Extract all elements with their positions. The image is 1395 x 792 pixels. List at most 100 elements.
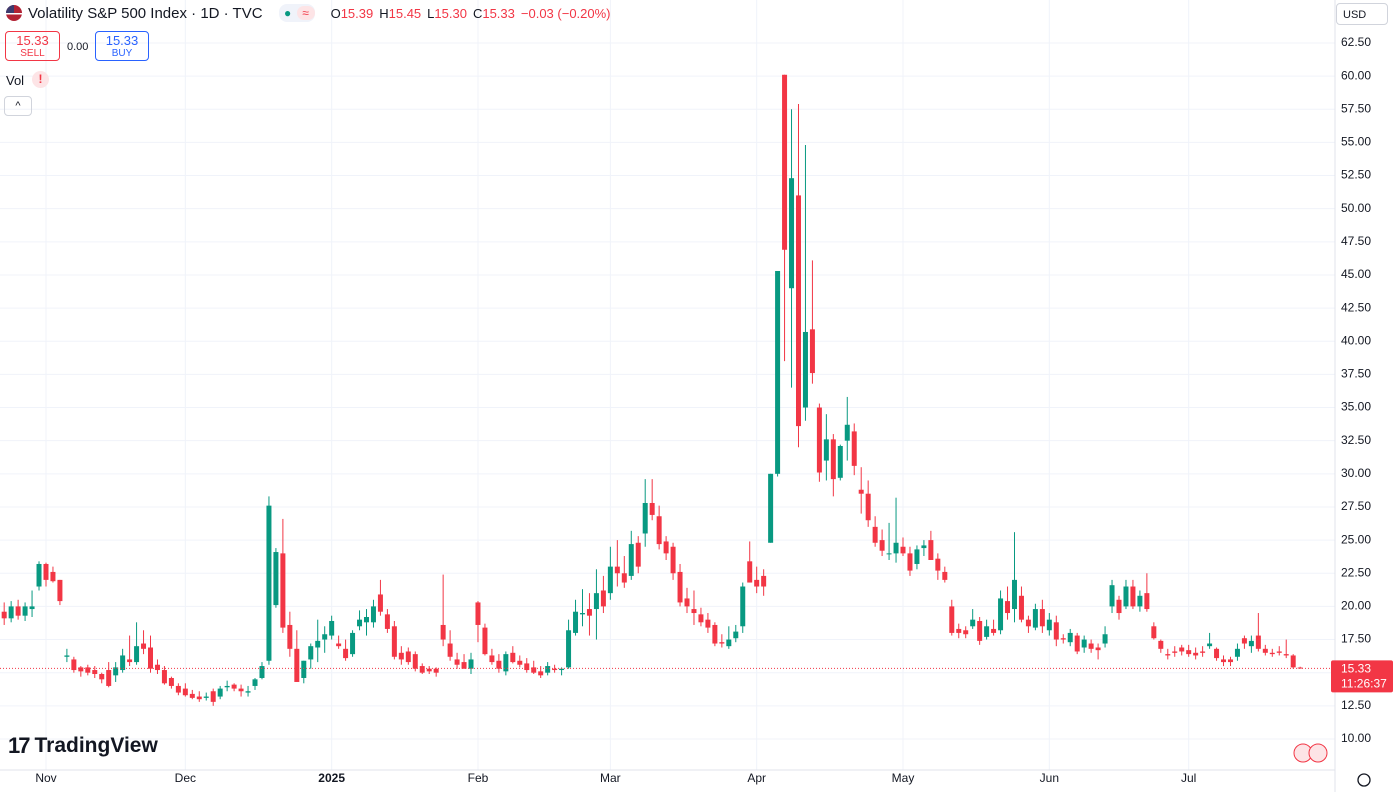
candle-body <box>315 640 321 648</box>
candle-body <box>893 542 899 554</box>
candle-body <box>670 546 676 574</box>
ohlc-label: O <box>330 5 341 21</box>
candle-body <box>329 620 335 636</box>
spread: 0.00 <box>67 41 89 53</box>
candle-body <box>984 626 990 637</box>
candle-body <box>837 445 843 478</box>
candle-body <box>1109 585 1115 607</box>
settings-icon <box>1357 773 1371 787</box>
candle-body <box>1297 667 1303 669</box>
candle-body <box>1039 609 1045 627</box>
ohlc-label: H <box>379 5 389 21</box>
candle-body <box>1046 619 1052 631</box>
candle-body <box>914 549 920 564</box>
candle-body <box>991 628 997 633</box>
y-tick-label: 50.00 <box>1341 201 1371 215</box>
candle-body <box>15 606 21 616</box>
candle-body <box>830 439 836 480</box>
candle-body <box>78 667 84 672</box>
y-tick-label: 25.00 <box>1341 532 1371 546</box>
sell-button[interactable]: 15.33 SELL <box>5 31 60 61</box>
candle-body <box>677 571 683 603</box>
candle-body <box>809 329 815 374</box>
collapse-button[interactable]: ^ <box>4 96 32 116</box>
candle-body <box>517 660 523 665</box>
candle-body <box>977 620 983 641</box>
symbol-title[interactable]: Volatility S&P 500 Index · 1D · TVC <box>28 4 263 22</box>
candle-body <box>768 473 774 543</box>
candle-body <box>1018 595 1024 620</box>
candle-body <box>1158 640 1164 649</box>
candle-body <box>1067 632 1073 643</box>
y-tick-label: 27.50 <box>1341 499 1371 513</box>
x-tick-label: Feb <box>468 771 489 785</box>
x-tick-label: Dec <box>175 771 196 785</box>
volume-label[interactable]: Vol <box>6 73 25 88</box>
candle-body <box>1123 586 1129 607</box>
candle-body <box>168 677 174 686</box>
y-tick-label: 42.50 <box>1341 300 1371 314</box>
candle-body <box>357 619 363 627</box>
candle-body <box>858 489 864 494</box>
candle-body <box>1290 655 1296 668</box>
candle-body <box>99 674 105 680</box>
candle-body <box>384 614 390 629</box>
candle-body <box>545 666 551 673</box>
candle-body <box>503 654 509 672</box>
flag-badge <box>1308 743 1328 763</box>
candle-body <box>614 566 620 574</box>
candle-body <box>705 619 711 628</box>
candle-body <box>71 659 77 671</box>
warning-icon[interactable]: ! <box>32 71 49 88</box>
sell-price: 15.33 <box>16 33 49 48</box>
candle-body <box>1248 640 1254 647</box>
candle-body <box>266 505 272 661</box>
candle-body <box>43 563 49 580</box>
candle-body <box>663 541 669 554</box>
ohlc-label: L <box>427 5 435 21</box>
candle-body <box>391 626 397 657</box>
status-pill[interactable]: ● ≈ <box>278 4 315 22</box>
buy-button[interactable]: 15.33 BUY <box>95 31 149 61</box>
candle-body <box>649 502 655 515</box>
candle-body <box>552 668 558 671</box>
candle-body <box>586 609 592 616</box>
x-tick-label: Apr <box>747 771 766 785</box>
candle-body <box>203 696 209 698</box>
y-tick-label: 32.50 <box>1341 433 1371 447</box>
candle-body <box>1081 639 1087 648</box>
candle-body <box>851 431 857 466</box>
x-tick-label: May <box>892 771 915 785</box>
ohlc-item: H15.45 <box>379 6 421 21</box>
x-tick-label: Nov <box>35 771 56 785</box>
branding[interactable]: 17 TradingView <box>8 733 158 758</box>
candle-body <box>656 516 662 545</box>
candle-body <box>1137 595 1143 607</box>
candle-body <box>621 573 627 583</box>
candle-body <box>280 553 286 628</box>
x-tick-label: Jul <box>1181 771 1196 785</box>
currency-selector[interactable]: USD <box>1336 3 1388 25</box>
ohlc-label: C <box>472 5 483 21</box>
buy-price: 15.33 <box>105 33 139 48</box>
candle-body <box>872 526 878 543</box>
y-tick-label: 55.00 <box>1341 135 1371 149</box>
candle-body <box>1269 652 1275 655</box>
candle-body <box>726 639 732 647</box>
candle-body <box>322 634 328 640</box>
candle-body <box>1165 654 1171 656</box>
candle-body <box>928 540 934 560</box>
candle-body <box>684 598 690 607</box>
candle-body <box>426 668 432 672</box>
candle-body <box>761 575 767 587</box>
candle-body <box>733 631 739 639</box>
candle-body <box>419 666 425 673</box>
candle-body <box>642 502 648 534</box>
candle-body <box>1255 635 1261 649</box>
candle-body <box>566 630 572 668</box>
candle-body <box>496 660 502 669</box>
candle-body <box>301 660 307 678</box>
candle-body <box>579 613 585 615</box>
candle-body <box>921 545 927 549</box>
